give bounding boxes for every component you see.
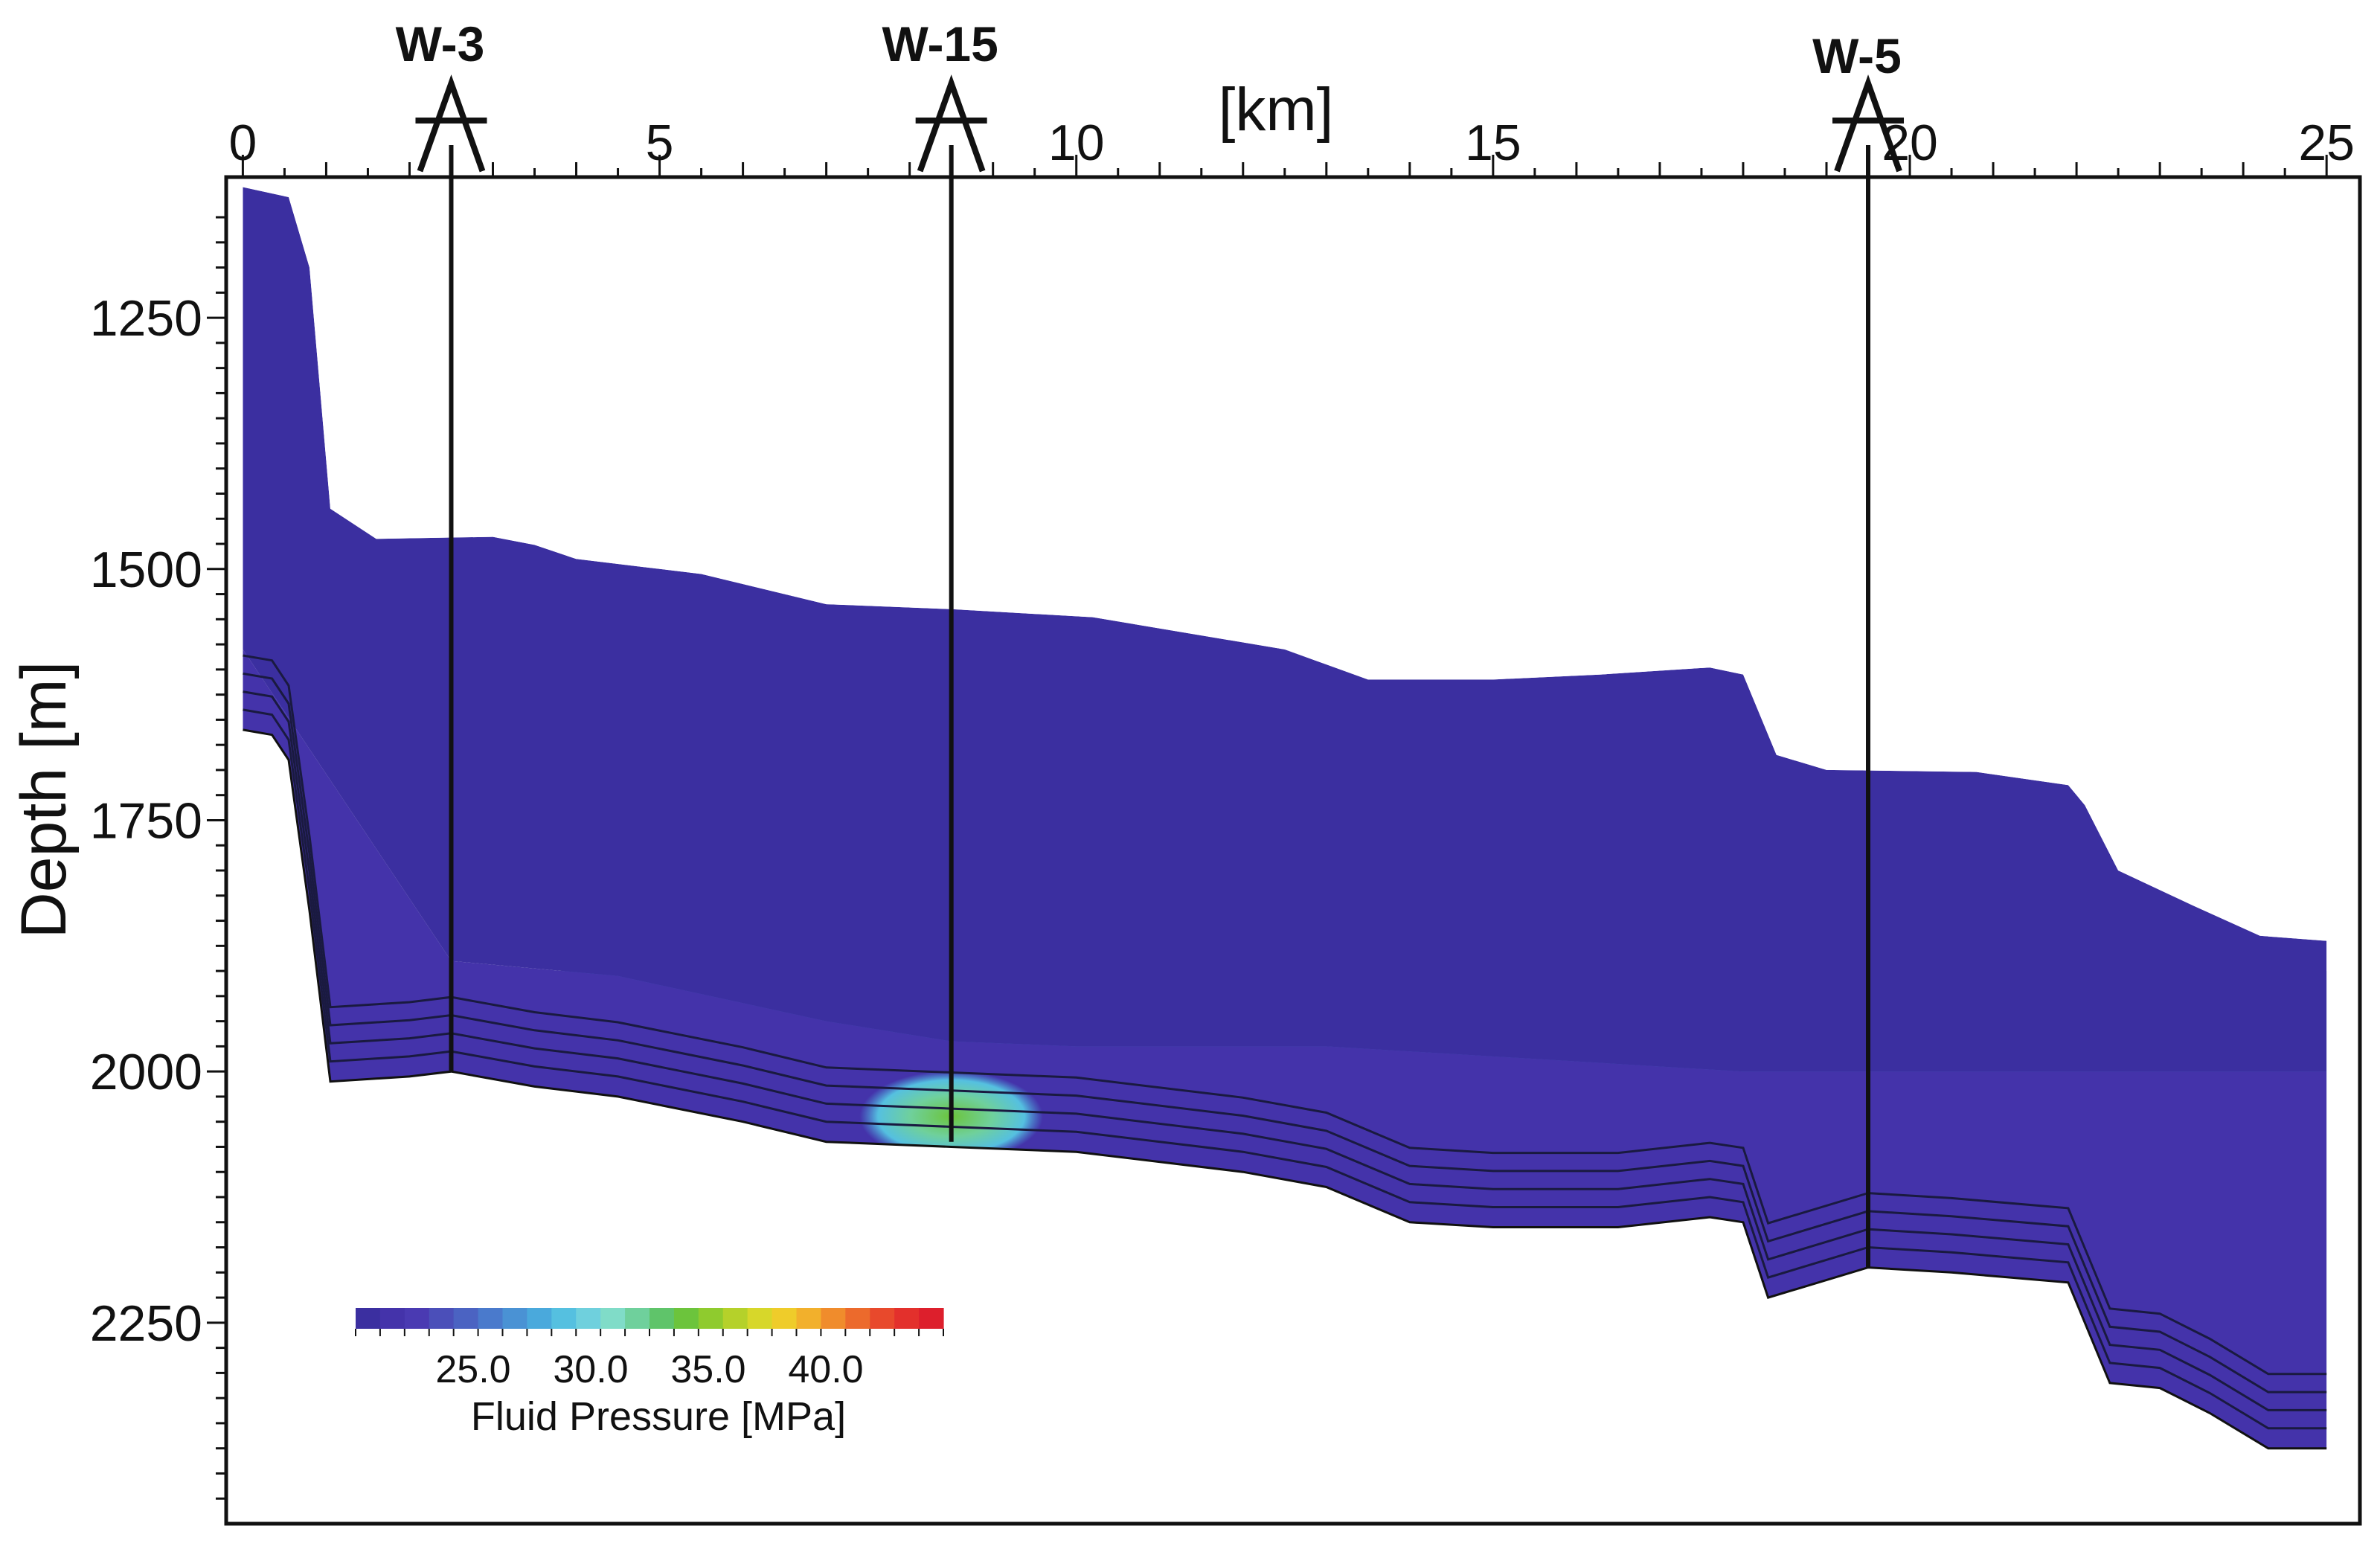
x-tick-label: 10 [1048,115,1105,171]
colorbar-swatches [356,1308,944,1329]
wells: W-3 W-15 W-5 [396,16,1905,1268]
colorbar-swatch [722,1308,748,1329]
horizon-line-1 [243,708,2327,1430]
x-axis-label: [km] [1219,76,1334,144]
colorbar-tick-label: 40.0 [788,1348,863,1391]
horizon-line-3 [243,672,2327,1394]
colorbar-swatch [845,1308,870,1329]
colorbar-swatch [649,1308,675,1329]
colorbar-tick-label: 35.0 [670,1348,745,1391]
x-tick-label: 0 [228,115,257,171]
colorbar-swatch [453,1308,479,1329]
colorbar-tick-label: 30.0 [553,1348,628,1391]
colorbar-swatch [870,1308,895,1329]
well-label: W-3 [396,16,485,71]
colorbar-swatch [600,1308,626,1329]
y-tick-label: 2250 [90,1295,202,1352]
colorbar-swatch [698,1308,724,1329]
plot-frame [224,175,2362,1526]
colorbar-swatch [356,1308,381,1329]
x-tick-label: 25 [2298,115,2355,171]
colorbar-swatch [429,1308,455,1329]
x-tick-label: 15 [1465,115,1521,171]
y-tick-label: 1750 [90,792,202,849]
y-tick-label: 2000 [90,1044,202,1100]
colorbar-tick-label: 25.0 [435,1348,510,1391]
colorbar-swatch [527,1308,552,1329]
y-axis-label: Depth [m] [8,661,80,939]
derrick-icon [1832,74,1905,173]
y-tick-label: 1500 [90,542,202,598]
well-label: W-5 [1812,28,1902,83]
derrick-icon [915,74,987,173]
colorbar-swatch [747,1308,773,1329]
colorbar-swatch [502,1308,528,1329]
colorbar: 25.0 30.0 35.0 40.0 Fluid Pressure [MPa] [355,1308,944,1439]
colorbar-swatch [576,1308,601,1329]
well-w-3: W-3 [396,16,487,1072]
y-axis-ticks: 1250 1500 1750 2000 2250 [90,216,226,1500]
colorbar-swatch [772,1308,798,1329]
y-tick-label: 1250 [90,290,202,347]
derrick-icon [415,74,487,173]
colorbar-swatch [404,1308,430,1329]
well-label: W-15 [882,16,998,71]
colorbar-ticks: 25.0 30.0 35.0 40.0 [355,1329,944,1391]
x-axis-ticks: 0 5 10 15 20 25 [228,115,2355,177]
colorbar-swatch [478,1308,504,1329]
well-w-5: W-5 [1812,28,1905,1268]
section-outline [243,728,2327,1450]
colorbar-swatch [821,1308,846,1329]
colorbar-swatch [894,1308,920,1329]
upper-layer-fill [243,187,2327,1072]
colorbar-swatch [919,1308,944,1329]
colorbar-swatch [625,1308,650,1329]
x-tick-label: 5 [646,115,674,171]
colorbar-swatch [379,1308,405,1329]
well-w-15: W-15 [882,16,998,1142]
horizon-line-2 [243,690,2327,1411]
horizon-line-4 [243,654,2327,1376]
colorbar-swatch [551,1308,577,1329]
colorbar-label: Fluid Pressure [MPa] [471,1394,846,1439]
horizon-lines [243,654,2327,1430]
colorbar-swatch [796,1308,822,1329]
colorbar-swatch [673,1308,699,1329]
